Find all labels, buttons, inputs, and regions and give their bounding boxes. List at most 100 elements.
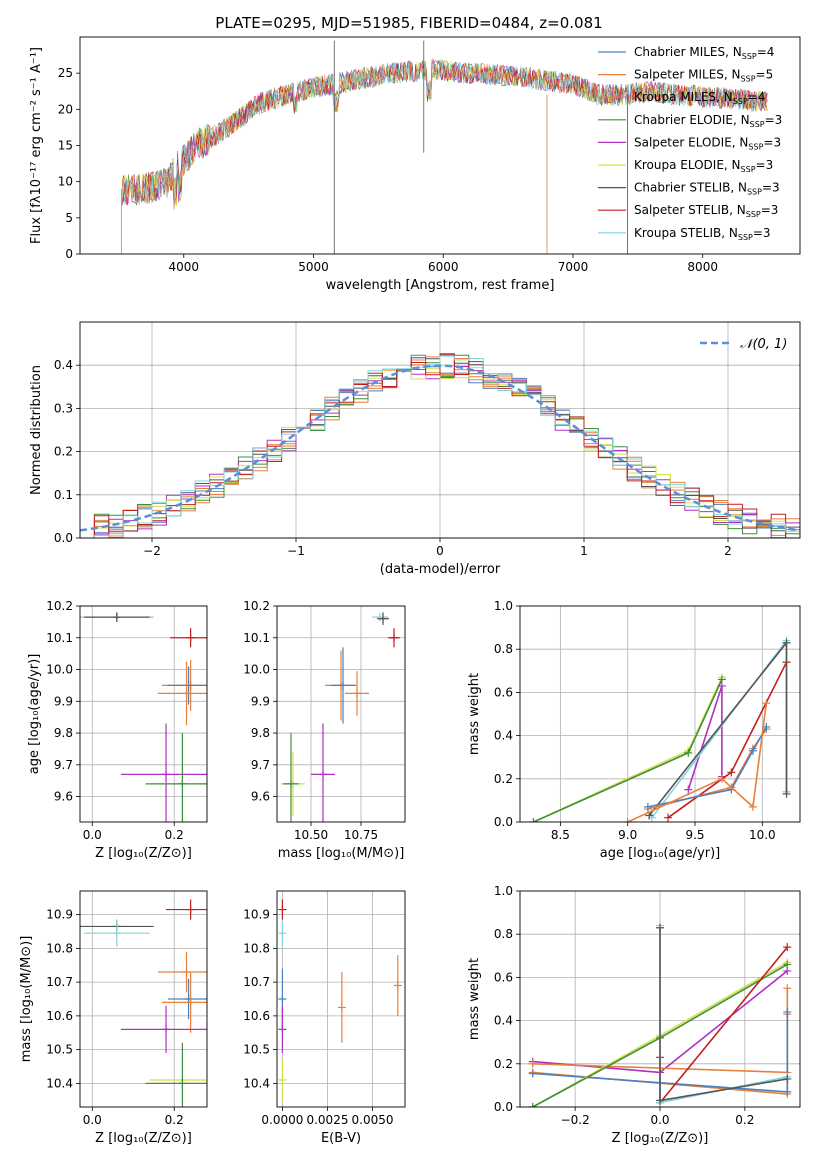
legend-name: Chabrier STELIB, N: [634, 181, 747, 195]
x-tick-label: 9.0: [618, 828, 637, 842]
weight-marker: [664, 813, 673, 822]
y-tick-label: 10.8: [243, 941, 270, 955]
weight-marker: [656, 923, 664, 932]
legend-sub: SSP: [746, 210, 761, 219]
x-tick-label: −2: [143, 544, 161, 558]
x-tick-label: 0.0: [650, 1113, 669, 1127]
y-tick-label: 9.6: [251, 790, 270, 804]
axes-frame: [519, 890, 801, 1108]
legend-entry: Kroupa STELIB, NSSP=3: [634, 226, 771, 242]
y-tick-label: 10.2: [46, 599, 73, 613]
weight-marker: [783, 1074, 792, 1083]
x-axis-label: E(B-V): [321, 1131, 361, 1146]
data-point: [393, 981, 402, 990]
x-tick-label: 0.2: [165, 1113, 184, 1127]
y-tick-label: 10.1: [46, 631, 73, 645]
x-tick-label: 4000: [169, 260, 200, 274]
x-tick-label: 10.0: [749, 828, 776, 842]
weight-marker: [643, 802, 652, 811]
x-tick-label: 0.0: [83, 1113, 102, 1127]
weight-marker: [656, 1096, 664, 1105]
panel-mass-vs-ebv: 0.0000 0.0025 0.0050 10.4 10.5 10.6 10.7 10.8 10…: [243, 890, 406, 1146]
legend-sub: SSP: [742, 52, 757, 61]
y-axis-label: Flux [fλ10⁻¹⁷ erg cm⁻² s⁻¹ A⁻¹]: [29, 47, 44, 244]
legend-name: Kroupa MILES, N: [634, 90, 733, 104]
weight-marker: [748, 746, 757, 755]
y-axis-label: Normed distribution: [29, 365, 44, 495]
legend-end: =4: [748, 90, 766, 104]
spectrum-line: [121, 61, 768, 206]
legend-sub: SSP: [741, 165, 756, 174]
legend-name: Chabrier MILES, N: [634, 45, 742, 59]
y-tick-label: 0.4: [494, 729, 513, 743]
weight-marker: [717, 681, 726, 690]
x-axis-label: mass [log₁₀(M/M⊙)]: [278, 846, 405, 861]
x-tick-label: 1: [580, 544, 588, 558]
y-tick-label: 10.6: [243, 1009, 270, 1023]
x-tick-label: 0.0025: [306, 1113, 348, 1127]
x-axis-label: age [log₁₀(age/yr)]: [600, 846, 721, 861]
data-point: [278, 1025, 287, 1034]
y-tick-label: 10.5: [46, 1043, 73, 1057]
y-tick-label: 0.8: [494, 927, 513, 941]
y-tick-label: 0.4: [54, 358, 73, 372]
legend-end: =5: [756, 68, 774, 82]
panel-residuals: −2 −1 0 1 2 0.0 0.1 0.2 0.3 0.4 (data-model)/error…: [29, 321, 801, 577]
weight-marker: [783, 1007, 792, 1016]
histogram-series: [80, 367, 800, 538]
weight-marker: [727, 768, 736, 777]
legend-sub: SSP: [733, 97, 748, 106]
x-tick-label: 7000: [558, 260, 589, 274]
legend-name: Salpeter STELIB, N: [634, 203, 746, 217]
plot-area: [80, 353, 800, 538]
legend-end: =4: [757, 45, 775, 59]
axes-frame: [276, 605, 406, 823]
x-tick-label: 0.0000: [261, 1113, 303, 1127]
y-tick-label: 9.7: [54, 758, 73, 772]
y-tick-label: 0.2: [494, 772, 513, 786]
y-tick-label: 10.9: [243, 908, 270, 922]
y-tick-label: 10.9: [46, 908, 73, 922]
y-tick-label: 9.9: [251, 694, 270, 708]
chart-title: PLATE=0295, MJD=51985, FIBERID=0484, z=0…: [215, 14, 602, 32]
legend-name: Salpeter ELODIE, N: [634, 135, 748, 149]
y-tick-label: 10.2: [243, 599, 270, 613]
x-tick-label: −1: [287, 544, 305, 558]
weight-marker: [782, 789, 791, 798]
x-tick-label: 5000: [298, 260, 329, 274]
data-point: [337, 1003, 346, 1012]
legend-entry: Salpeter ELODIE, NSSP=3: [634, 135, 781, 151]
panel-age-vs-Z: 0.0 0.2 9.6 9.7 9.8 9.9 10.0 10.1 10.2 Z [log₁₀(Z…: [27, 599, 208, 861]
plot-area: [80, 612, 207, 822]
weight-line: [687, 685, 723, 790]
weight-marker: [528, 1059, 537, 1068]
weight-marker: [782, 638, 791, 647]
data-point: [319, 770, 327, 779]
weight-marker: [783, 1087, 792, 1096]
y-tick-label: 10.6: [46, 1009, 73, 1023]
y-tick-label: 25: [58, 66, 73, 80]
y-axis-label: mass weight: [467, 673, 482, 755]
x-axis-label: (data-model)/error: [380, 562, 501, 577]
y-tick-label: 1.0: [494, 884, 513, 898]
weight-marker: [529, 818, 538, 822]
data-point: [339, 681, 347, 690]
normal-curve: [80, 364, 800, 532]
y-tick-label: 0.3: [54, 401, 73, 415]
legend-name: Chabrier ELODIE, N: [634, 113, 750, 127]
weight-line: [647, 728, 767, 810]
data-point: [184, 995, 193, 1003]
x-axis-label: wavelength [Angstrom, rest frame]: [326, 278, 555, 293]
weight-line: [627, 703, 768, 822]
panel-weight-vs-Z: −0.2 0.0 0.2 0.0 0.2 0.4 0.6 0.8 1.0 Z [log₁₀(Z/Z…: [467, 884, 801, 1146]
data-point: [278, 995, 287, 1003]
data-point: [353, 689, 361, 698]
data-point: [182, 689, 191, 698]
y-tick-label: 15: [58, 139, 73, 153]
panel-weight-vs-age: 8.5 9.0 9.5 10.0 0.0 0.2 0.4 0.6 0.8 1.0 age [log₁…: [467, 599, 801, 861]
data-point: [278, 1076, 287, 1084]
y-tick-label: 10.8: [46, 941, 73, 955]
y-tick-label: 10.1: [243, 631, 270, 645]
y-tick-label: 0: [65, 247, 73, 261]
